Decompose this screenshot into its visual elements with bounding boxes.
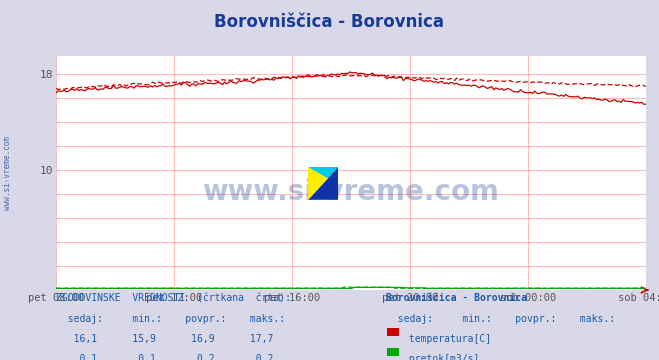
Text: www.si-vreme.com: www.si-vreme.com [202, 177, 500, 206]
Text: pretok[m3/s]: pretok[m3/s] [403, 354, 480, 360]
Text: 0,1       0,1       0,2       0,2: 0,1 0,1 0,2 0,2 [56, 354, 273, 360]
Text: Borovniščica - Borovnica: Borovniščica - Borovnica [214, 13, 445, 31]
Polygon shape [308, 167, 338, 184]
Polygon shape [308, 167, 338, 200]
Text: Borovniščica - Borovnica: Borovniščica - Borovnica [386, 293, 527, 303]
Polygon shape [308, 167, 338, 200]
Text: temperatura[C]: temperatura[C] [403, 334, 492, 344]
Text: sedaj:     min.:    povpr.:    maks.:: sedaj: min.: povpr.: maks.: [56, 314, 285, 324]
Text: ZGODOVINSKE  VREDNOSTI  (črtkana  črta):: ZGODOVINSKE VREDNOSTI (črtkana črta): [56, 293, 291, 303]
Text: www.si-vreme.com: www.si-vreme.com [3, 136, 13, 210]
Text: 16,1      15,9      16,9      17,7: 16,1 15,9 16,9 17,7 [56, 334, 273, 344]
Text: sedaj:     min.:    povpr.:    maks.:: sedaj: min.: povpr.: maks.: [386, 314, 615, 324]
